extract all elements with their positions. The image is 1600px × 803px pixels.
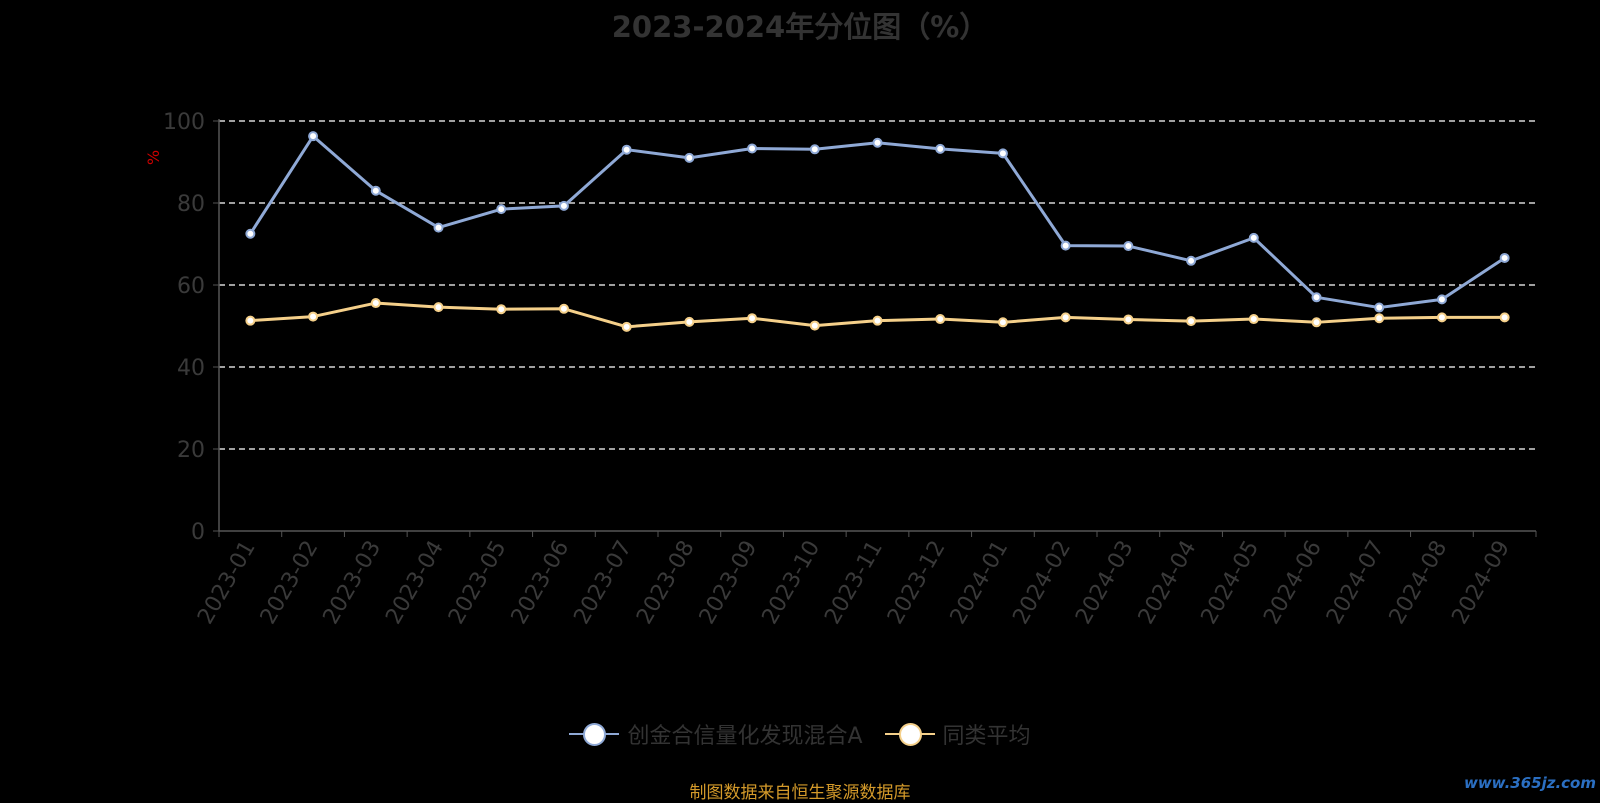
data-point-1-12 (997, 317, 1008, 328)
x-tick-label-2023-07: 2023-07 (569, 537, 637, 629)
data-point-1-0 (245, 315, 256, 326)
x-tick-labels: 2023-012023-022023-032023-042023-052023-… (193, 537, 1515, 629)
axes (213, 119, 1537, 537)
data-point-0-6 (621, 144, 632, 155)
x-tick-label-2023-06: 2023-06 (507, 537, 575, 629)
x-tick-label-2023-05: 2023-05 (444, 537, 512, 629)
x-tick-label-2023-11: 2023-11 (820, 537, 888, 629)
legend-label-average: 同类平均 (942, 724, 1031, 749)
series-line-0 (249, 134, 1506, 310)
data-point-1-20 (1499, 312, 1510, 323)
data-point-0-9 (809, 144, 820, 155)
x-tick-label-2024-06: 2024-06 (1259, 537, 1327, 629)
grid-lines (219, 120, 1536, 450)
x-tick-label-2023-09: 2023-09 (695, 537, 763, 629)
y-tick-label-0: 0 (191, 520, 205, 545)
y-tick-label-80: 80 (177, 192, 205, 217)
data-point-0-5 (558, 200, 569, 211)
data-point-1-9 (809, 320, 820, 331)
legend-swatch-average (884, 722, 935, 746)
data-point-0-14 (1123, 241, 1134, 252)
data-point-0-1 (308, 131, 319, 142)
data-point-0-2 (370, 185, 381, 196)
y-tick-label-20: 20 (177, 438, 205, 463)
series-1 (245, 298, 1510, 332)
data-point-0-0 (245, 228, 256, 239)
data-point-0-18 (1374, 302, 1385, 313)
x-tick-label-2023-04: 2023-04 (381, 537, 449, 629)
y-tick-label-40: 40 (177, 356, 205, 381)
data-point-0-13 (1060, 240, 1071, 251)
data-point-1-13 (1060, 312, 1071, 323)
data-point-0-17 (1311, 292, 1322, 303)
data-point-0-10 (872, 137, 883, 148)
legend-item-fund[interactable]: 创金合信量化发现混合A (569, 718, 863, 750)
data-point-1-7 (684, 316, 695, 327)
data-point-0-19 (1436, 294, 1447, 305)
x-tick-label-2023-12: 2023-12 (883, 537, 951, 629)
y-tick-label-60: 60 (177, 274, 205, 299)
x-tick-label-2023-03: 2023-03 (319, 537, 387, 629)
watermark: www.365jz.com (1463, 774, 1596, 792)
x-tick-label-2024-07: 2024-07 (1322, 537, 1390, 629)
x-tick-label-2023-01: 2023-01 (193, 537, 261, 629)
legend: 创金合信量化发现混合A 同类平均 (0, 718, 1600, 750)
x-tick-label-2023-02: 2023-02 (256, 537, 324, 629)
data-point-1-17 (1311, 317, 1322, 328)
data-point-1-1 (308, 311, 319, 322)
data-point-0-4 (496, 204, 507, 215)
y-tick-labels: 0 20 40 60 80 100 (163, 110, 205, 545)
y-tick-label-100: 100 (163, 110, 205, 135)
series-group (245, 131, 1510, 332)
x-tick-label-2023-10: 2023-10 (758, 537, 826, 629)
source-note: 制图数据来自恒生聚源数据库 (689, 783, 911, 803)
data-point-1-3 (433, 302, 444, 313)
data-point-1-6 (621, 321, 632, 332)
x-tick-label-2023-08: 2023-08 (632, 537, 700, 629)
data-point-1-2 (370, 298, 381, 309)
data-point-1-18 (1374, 313, 1385, 324)
data-point-0-16 (1248, 232, 1259, 243)
legend-swatch-fund (569, 722, 620, 746)
x-tick-label-2024-04: 2024-04 (1134, 537, 1202, 629)
data-point-0-12 (997, 148, 1008, 159)
x-tick-label-2024-05: 2024-05 (1197, 537, 1265, 629)
x-tick-label-2024-02: 2024-02 (1008, 537, 1076, 629)
data-point-1-15 (1186, 316, 1197, 327)
data-point-0-11 (935, 143, 946, 154)
data-point-1-4 (496, 304, 507, 315)
series-0 (245, 131, 1510, 313)
x-tick-label-2024-08: 2024-08 (1385, 537, 1453, 629)
data-point-1-16 (1248, 314, 1259, 325)
x-tick-label-2024-09: 2024-09 (1447, 537, 1515, 629)
legend-item-average[interactable]: 同类平均 (884, 718, 1031, 750)
legend-label-fund: 创金合信量化发现混合A (627, 724, 863, 749)
data-point-0-20 (1499, 252, 1510, 263)
data-point-1-8 (747, 313, 758, 324)
data-point-1-14 (1123, 314, 1134, 325)
data-point-1-5 (558, 303, 569, 314)
chart-title: 2023-2024年分位图（%） (611, 10, 989, 44)
data-point-0-15 (1186, 255, 1197, 266)
data-point-1-11 (935, 314, 946, 325)
data-point-1-19 (1436, 312, 1447, 323)
x-tick-label-2024-03: 2024-03 (1071, 537, 1139, 629)
x-tick-label-2024-01: 2024-01 (946, 537, 1014, 629)
data-point-0-3 (433, 222, 444, 233)
y-axis-label: % (144, 149, 164, 166)
data-point-0-7 (684, 152, 695, 163)
data-point-0-8 (747, 143, 758, 154)
data-point-1-10 (872, 315, 883, 326)
